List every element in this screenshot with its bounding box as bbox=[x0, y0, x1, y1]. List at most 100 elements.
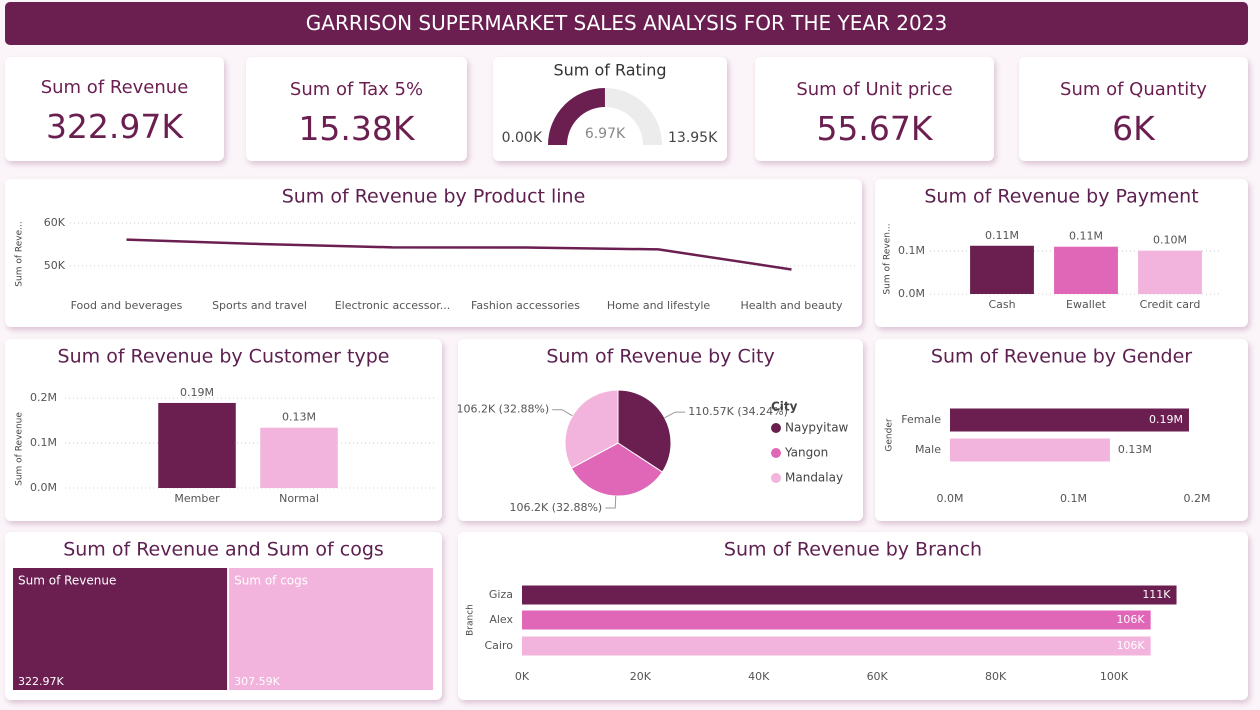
bar bbox=[260, 427, 338, 488]
bar-value-label: 0.11M bbox=[985, 229, 1019, 242]
bar-value-label: 106K bbox=[1116, 613, 1145, 626]
x-tick-label: Sports and travel bbox=[212, 299, 307, 312]
bar bbox=[1138, 250, 1202, 294]
chart-panel: Sum of Revenue by Gender Gender 0.0M 0.1M 0.… bbox=[875, 339, 1248, 521]
y-axis-label: Branch bbox=[466, 604, 476, 636]
y-axis-label: Gender bbox=[885, 418, 895, 451]
chart-title: Sum of Rating bbox=[553, 61, 666, 80]
x-tick-label: 40K bbox=[748, 670, 770, 683]
y-tick-label: 0.1M bbox=[898, 244, 925, 257]
bar-value-label: 0.10M bbox=[1153, 234, 1187, 247]
chart-title: Sum of Revenue by Payment bbox=[924, 186, 1198, 208]
chart: Sum of Revenue by Payment 0.0M 0.1M Sum of … bbox=[883, 186, 1220, 311]
kpi-card: Sum of Revenue 322.97K bbox=[5, 57, 224, 161]
x-tick-label: Home and lifestyle bbox=[607, 299, 711, 312]
x-tick-label: Health and beauty bbox=[740, 299, 843, 312]
bar bbox=[522, 585, 1177, 605]
chart: Sum of Rating 6.97K 0.00K 13.95K bbox=[502, 61, 718, 147]
y-tick-label: 0.2M bbox=[30, 391, 57, 404]
treemap-cell bbox=[229, 568, 433, 690]
gauge-range-label: 0.00K bbox=[502, 130, 543, 146]
kpi-card: Sum of Quantity 6K bbox=[1019, 57, 1248, 161]
card-value: 6K bbox=[1112, 109, 1155, 148]
bar bbox=[522, 610, 1151, 630]
x-tick-label: 0.2M bbox=[1184, 492, 1211, 505]
gauge-range-label: 13.95K bbox=[668, 130, 718, 146]
x-tick-label: Credit card bbox=[1140, 298, 1201, 311]
x-tick-label: Cash bbox=[988, 298, 1015, 311]
line bbox=[126, 238, 792, 271]
x-tick-label: 0.0M bbox=[937, 492, 964, 505]
x-tick-label: Food and beverages bbox=[71, 299, 183, 312]
y-tick-label: Female bbox=[901, 413, 941, 426]
chart-panel: Sum of Rating 6.97K 0.00K 13.95K bbox=[493, 57, 727, 161]
y-axis-label: Sum of Revenue bbox=[15, 412, 25, 486]
chart-title: Sum of Revenue by Customer type bbox=[58, 346, 390, 368]
chart: Sum of Revenue by Gender Gender 0.0M 0.1M 0.… bbox=[885, 346, 1211, 506]
bar-value-label: 0.13M bbox=[282, 411, 316, 424]
leader-line bbox=[605, 495, 617, 509]
dashboard-title: GARRISON SUPERMARKET SALES ANALYSIS FOR … bbox=[5, 2, 1248, 45]
chart-panel: Sum of Revenue and Sum of cogs Sum of Rev… bbox=[5, 532, 442, 700]
bar-value-label: 0.19M bbox=[180, 386, 214, 399]
chart-panel: Sum of Revenue by Product line 50K 60K Sum … bbox=[5, 179, 862, 327]
chart: Sum of Revenue by Customer type 0.0M 0.1M 0… bbox=[15, 346, 435, 505]
card-value: 55.67K bbox=[816, 109, 933, 148]
card-label: Sum of Quantity bbox=[1060, 79, 1207, 100]
x-tick-label: Member bbox=[174, 492, 220, 505]
x-tick-label: Ewallet bbox=[1066, 298, 1107, 311]
y-tick-label: 0.0M bbox=[30, 481, 57, 494]
bar bbox=[950, 408, 1189, 432]
chart-title: Sum of Revenue by Product line bbox=[282, 186, 586, 208]
legend-marker bbox=[771, 448, 781, 458]
pie-slice bbox=[564, 389, 619, 469]
y-tick-label: Male bbox=[915, 443, 941, 456]
chart: Sum of Revenue by City 110.57K (34.24%) Na… bbox=[458, 346, 849, 514]
chart-panel: Sum of Revenue by Payment 0.0M 0.1M Sum of … bbox=[875, 179, 1248, 327]
chart-panel: Sum of Revenue by Branch Branch 0K 20K 40K 60… bbox=[458, 532, 1248, 700]
y-tick-label: 0.0M bbox=[898, 287, 925, 300]
y-axis-label: Sum of Reve... bbox=[15, 221, 25, 286]
card-label: Sum of Revenue bbox=[40, 77, 189, 98]
kpi-card: Sum of Unit price 55.67K bbox=[755, 57, 994, 161]
card-label: Sum of Tax 5% bbox=[289, 79, 424, 100]
y-tick-label: 60K bbox=[44, 216, 66, 229]
y-tick-label: 0.1M bbox=[30, 436, 57, 449]
cell-name: Sum of cogs bbox=[234, 574, 308, 588]
card-value: 322.97K bbox=[45, 107, 184, 146]
chart-title: Sum of Revenue by Gender bbox=[931, 346, 1192, 368]
chart: Sum of Revenue by Branch Branch 0K 20K 40K 60… bbox=[466, 539, 1177, 683]
y-tick-label: 50K bbox=[44, 259, 66, 272]
card-value: 15.38K bbox=[298, 109, 415, 148]
bar-value-label: 0.11M bbox=[1069, 230, 1103, 243]
cell-name: Sum of Revenue bbox=[18, 574, 116, 588]
x-tick-label: Normal bbox=[279, 492, 319, 505]
bar-value-label: 0.19M bbox=[1149, 413, 1183, 426]
legend-label: Naypyitaw bbox=[785, 421, 849, 435]
bar bbox=[950, 438, 1110, 462]
chart: Sum of Revenue by Product line 50K 60K Sum … bbox=[15, 186, 855, 312]
card-label: Sum of Unit price bbox=[796, 79, 953, 100]
legend-marker bbox=[771, 473, 781, 483]
leader-line bbox=[552, 409, 573, 417]
legend-title: City bbox=[771, 400, 798, 414]
x-tick-label: 20K bbox=[630, 670, 652, 683]
cell-value: 322.97K bbox=[18, 675, 64, 688]
bar-value-label: 0.13M bbox=[1118, 443, 1152, 456]
leader-line bbox=[664, 411, 686, 419]
x-tick-label: 0.1M bbox=[1060, 492, 1087, 505]
gauge-value-label: 6.97K bbox=[585, 126, 626, 142]
y-axis-label: Sum of Reven... bbox=[883, 223, 893, 294]
x-tick-label: Fashion accessories bbox=[471, 299, 580, 312]
gauge-value bbox=[548, 88, 605, 145]
kpi-card: Sum of Tax 5% 15.38K bbox=[246, 57, 467, 161]
chart-title: Sum of Revenue by City bbox=[546, 346, 774, 368]
treemap-cell bbox=[13, 568, 228, 690]
chart: Sum of Revenue and Sum of cogs Sum of Rev… bbox=[13, 539, 433, 690]
legend-label: Yangon bbox=[784, 446, 828, 460]
bar bbox=[522, 636, 1151, 656]
chart-title: Sum of Revenue by Branch bbox=[724, 539, 982, 561]
bar-value-label: 106K bbox=[1116, 639, 1145, 652]
slice-label: 110.57K (34.24%) bbox=[688, 405, 788, 418]
